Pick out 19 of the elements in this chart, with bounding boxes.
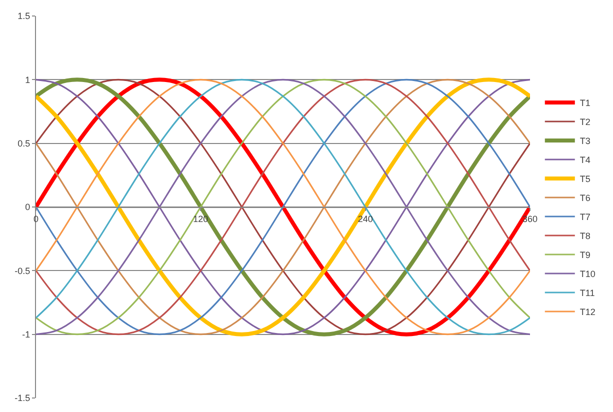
legend-label: T5 xyxy=(580,174,590,184)
legend-label: T7 xyxy=(580,212,590,222)
legend-label: T9 xyxy=(580,250,590,260)
y-tick-label: -1.5 xyxy=(14,393,30,404)
y-tick-label: -1 xyxy=(22,329,30,340)
y-tick-label: -0.5 xyxy=(14,266,30,276)
y-tick-label: 0 xyxy=(25,202,30,212)
y-tick-label: 0.5 xyxy=(18,138,30,148)
y-tick-label: 1 xyxy=(25,74,30,85)
legend-label: T12 xyxy=(580,307,596,318)
legend-label: T3 xyxy=(580,136,590,146)
legend-label: T1 xyxy=(580,98,590,108)
legend-label: T6 xyxy=(580,193,590,204)
legend-label: T10 xyxy=(580,269,596,280)
legend-label: T8 xyxy=(580,231,590,242)
legend-label: T4 xyxy=(580,155,590,166)
legend-label: T2 xyxy=(580,117,590,128)
y-tick-label: 1.5 xyxy=(18,11,30,22)
legend-label: T11 xyxy=(580,288,595,298)
